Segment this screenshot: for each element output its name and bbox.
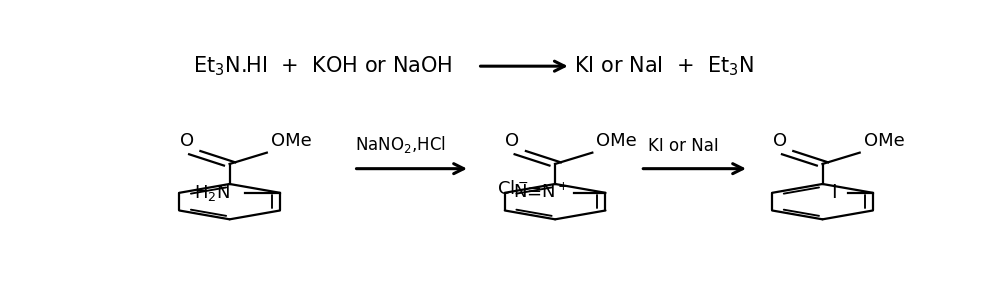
Text: Et$_3$N.HI  +  KOH or NaOH: Et$_3$N.HI + KOH or NaOH <box>193 54 452 78</box>
Text: O: O <box>180 132 194 150</box>
Text: O: O <box>773 132 787 150</box>
Text: I: I <box>832 183 837 202</box>
Text: NaNO$_2$,HCl: NaNO$_2$,HCl <box>355 133 445 155</box>
Text: Cl$^-$: Cl$^-$ <box>497 180 528 198</box>
Text: H$_2$N: H$_2$N <box>194 183 230 203</box>
Text: KI or NaI: KI or NaI <box>648 136 718 155</box>
Text: O: O <box>505 132 520 150</box>
Text: KI or NaI  +  Et$_3$N: KI or NaI + Et$_3$N <box>574 54 754 78</box>
Text: N≡N$^+$: N≡N$^+$ <box>513 182 569 202</box>
Text: OMe: OMe <box>271 132 311 150</box>
Text: OMe: OMe <box>864 132 904 150</box>
Text: OMe: OMe <box>596 132 637 150</box>
